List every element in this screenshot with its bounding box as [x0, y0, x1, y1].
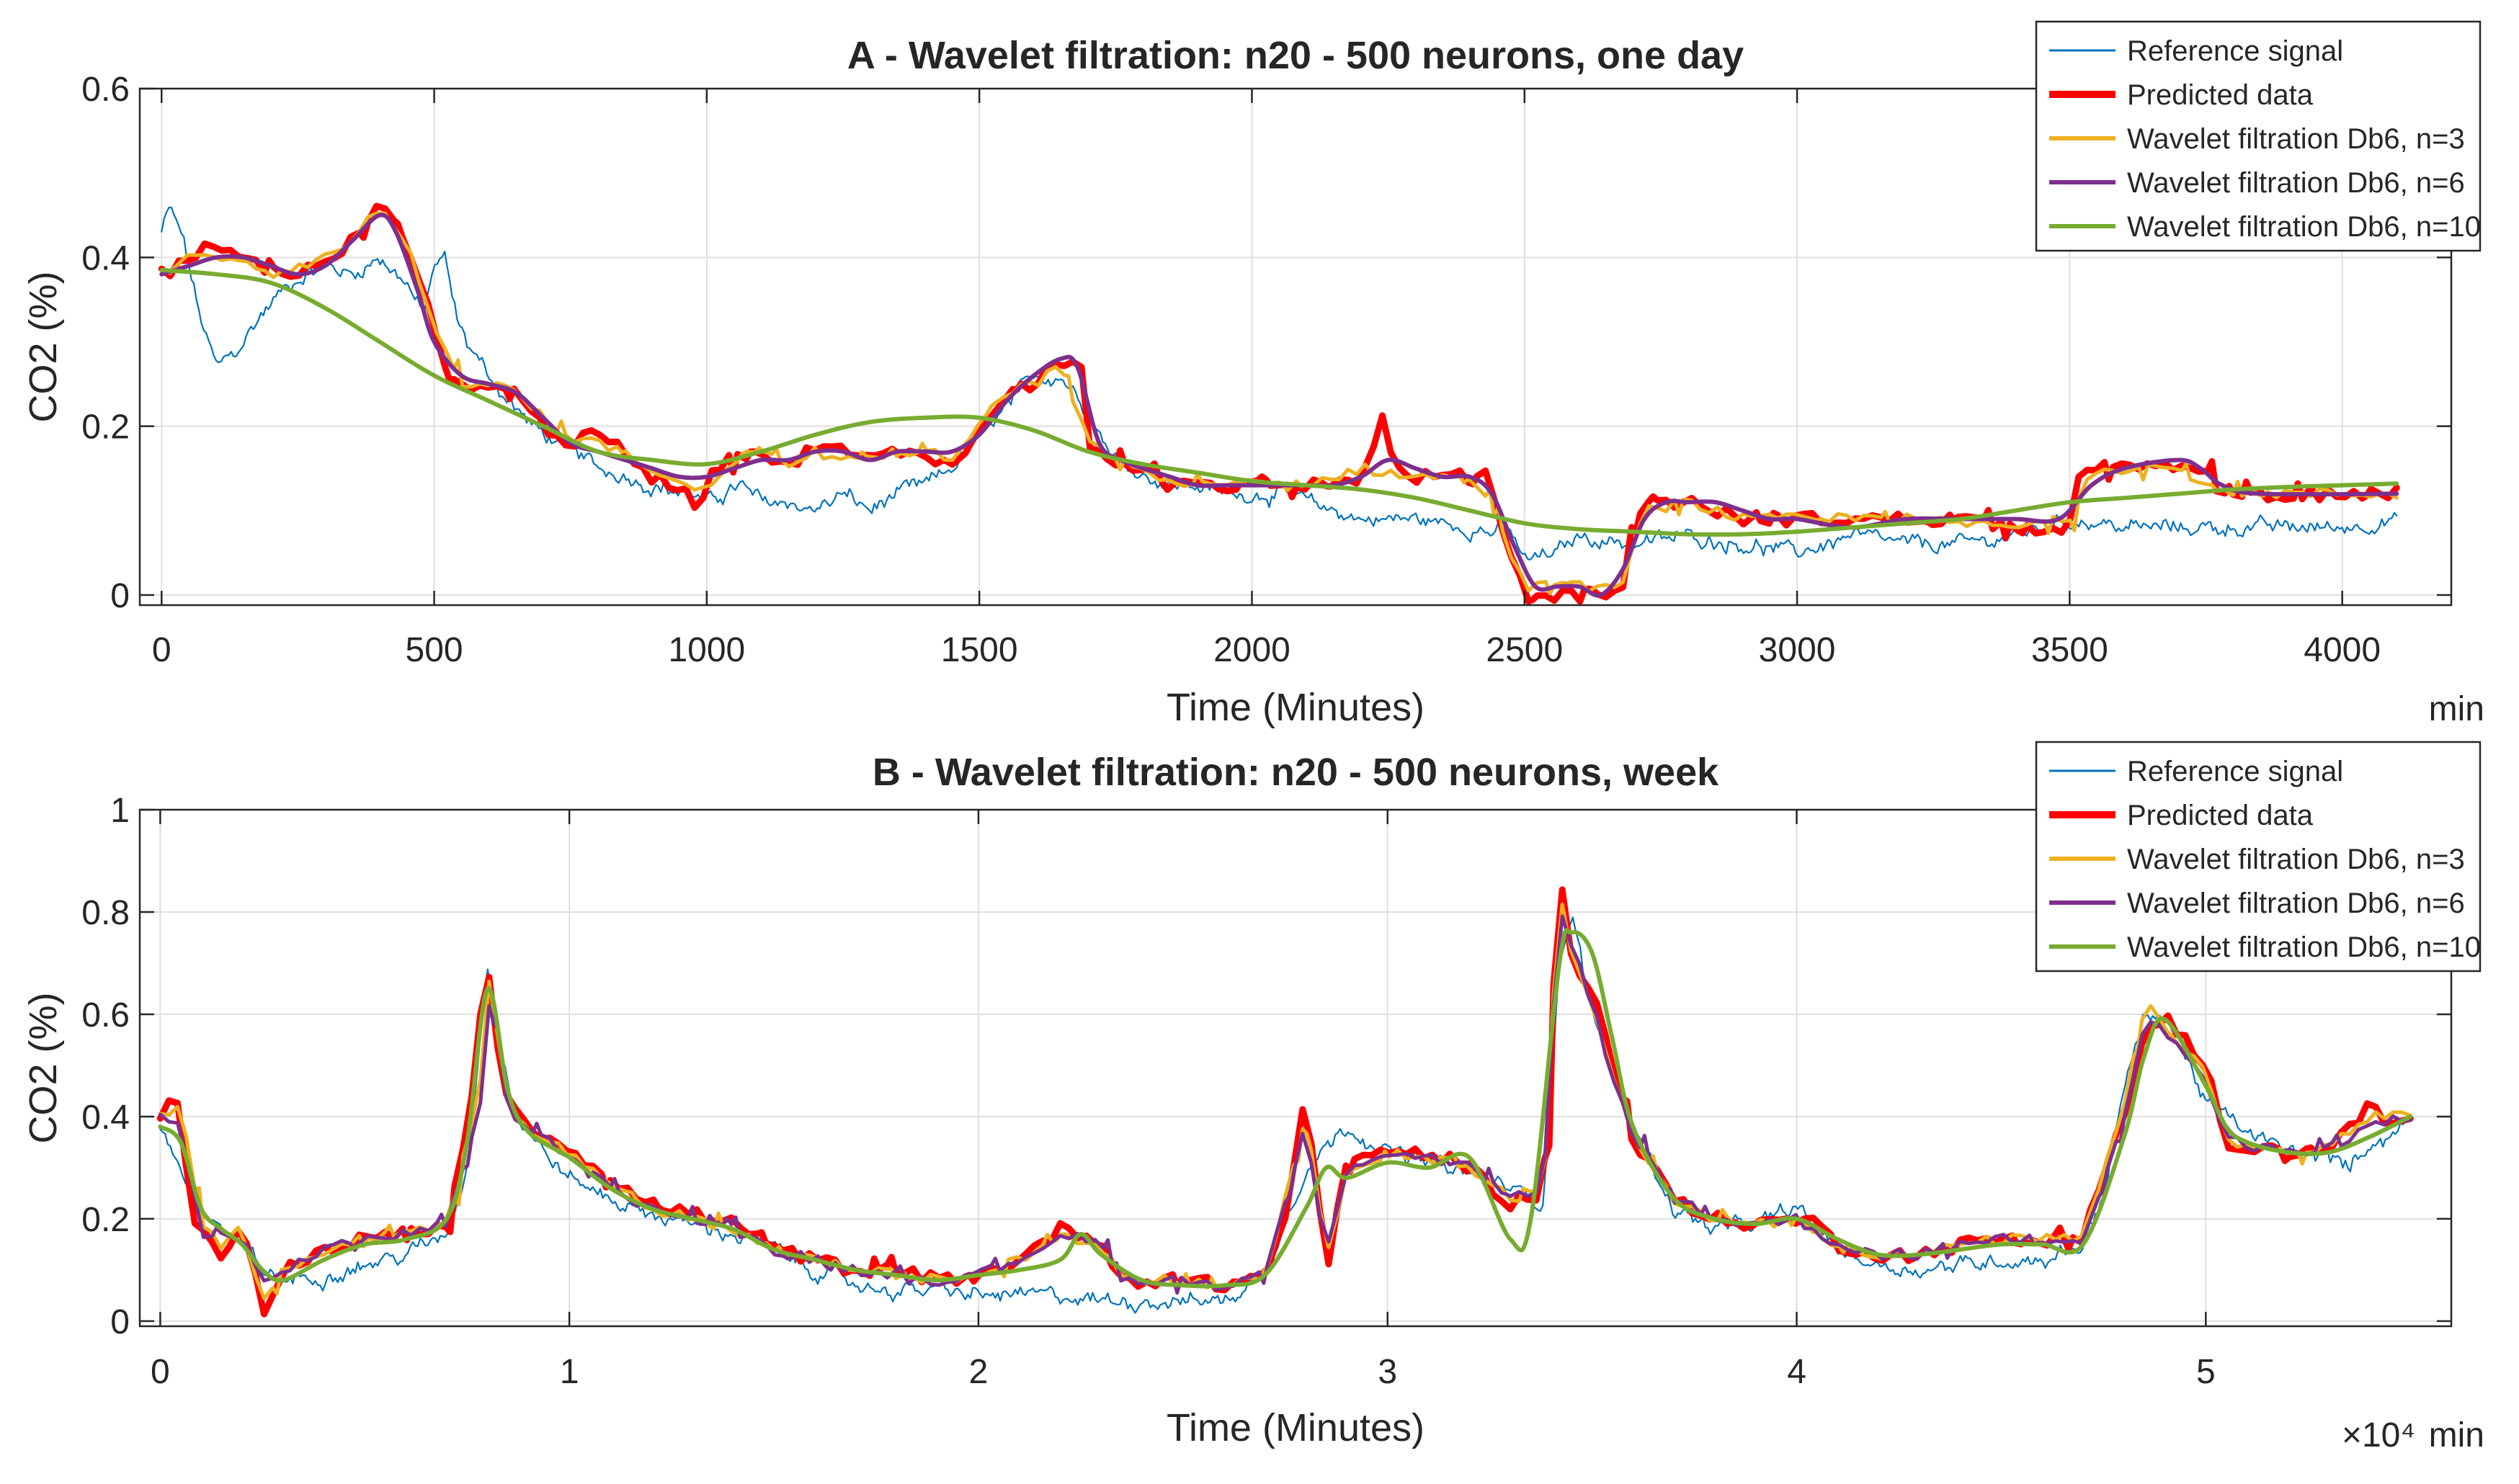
x-tick-label: 2000: [1213, 631, 1290, 669]
chart-title: B - Wavelet filtration: n20 - 500 neuron…: [873, 751, 1719, 794]
legend-label: Wavelet filtration Db6, n=6: [2127, 888, 2465, 919]
series-group: [158, 202, 2400, 605]
y-tick-label: 0: [110, 1303, 130, 1341]
x-unit-label: min: [2429, 690, 2484, 728]
y-tick-label: 0.2: [81, 408, 130, 447]
legend: Reference signal Predicted data Wavelet fi…: [2035, 741, 2482, 973]
chart-title: A - Wavelet filtration: n20 - 500 neuron…: [847, 34, 1744, 77]
axes-box: [138, 87, 2453, 607]
legend-label: Wavelet filtration Db6, n=10: [2127, 211, 2481, 243]
x-tick-label: 4000: [2304, 631, 2381, 669]
legend-label: Wavelet filtration Db6, n=3: [2127, 844, 2465, 875]
x-tick-label: 2: [969, 1353, 989, 1391]
legend: Reference signal Predicted data Wavelet fi…: [2035, 20, 2482, 252]
y-tick-label: 0.4: [81, 1099, 130, 1137]
y-tick-label: 0.6: [81, 71, 130, 109]
chart-b: 0 1 2 3 4 5 0 0.2 0.4 0.6 0.8 1 B - Wavelet filtrati…: [22, 741, 2484, 1454]
x-tick-label: 0: [152, 631, 171, 669]
series-line-db6-n6: [159, 213, 2399, 598]
x-tick-label: 4: [1787, 1353, 1806, 1391]
legend-label: Wavelet filtration Db6, n=3: [2127, 123, 2465, 155]
series-group: [156, 886, 2414, 1318]
x-tick-label: 0: [151, 1353, 170, 1391]
legend-label: Wavelet filtration Db6, n=6: [2127, 167, 2465, 199]
y-tick-label: 0.4: [81, 239, 130, 277]
x-axis-label: Time (Minutes): [1167, 686, 1425, 729]
series-line-predicted: [158, 202, 2400, 605]
x-axis-label: Time (Minutes): [1167, 1406, 1425, 1449]
x-tick-label: 3500: [2031, 631, 2108, 669]
x-tick-label: 1000: [668, 631, 745, 669]
legend-label: Reference signal: [2127, 756, 2343, 787]
axes-box: [138, 808, 2453, 1328]
y-tick-label: 0.2: [81, 1201, 130, 1239]
y-tick-label: 0.8: [81, 894, 130, 932]
legend-label: Reference signal: [2127, 35, 2343, 67]
y-tick-label: 0: [110, 577, 130, 615]
y-tick-label: 0.6: [81, 996, 130, 1034]
x-tick-label: 3: [1378, 1353, 1397, 1391]
legend-label: Wavelet filtration Db6, n=10: [2127, 931, 2481, 963]
x-tick-label: 1500: [941, 631, 1018, 669]
x-tick-label: 3000: [1759, 631, 1836, 669]
x-tick-label: 2500: [1486, 631, 1563, 669]
x-exponent-label: ×10⁴: [2342, 1416, 2415, 1454]
x-unit-label: min: [2429, 1416, 2484, 1454]
legend-label: Predicted data: [2127, 800, 2314, 831]
series-line-db6-n10: [158, 928, 2413, 1289]
y-axis-label: CO2 (%): [22, 992, 65, 1143]
x-tick-label: 5: [2196, 1353, 2216, 1391]
y-tick-label: 1: [110, 792, 130, 830]
series-line-db6-n10: [159, 267, 2399, 537]
y-axis-label: CO2 (%): [22, 271, 65, 422]
x-tick-label: 500: [406, 631, 463, 669]
chart-a: 0 500 1000 1500 2000 2500 3000 3500 4000 0 0.2 0.4 0…: [22, 20, 2484, 729]
x-tick-label: 1: [560, 1353, 579, 1391]
legend-label: Predicted data: [2127, 79, 2314, 111]
